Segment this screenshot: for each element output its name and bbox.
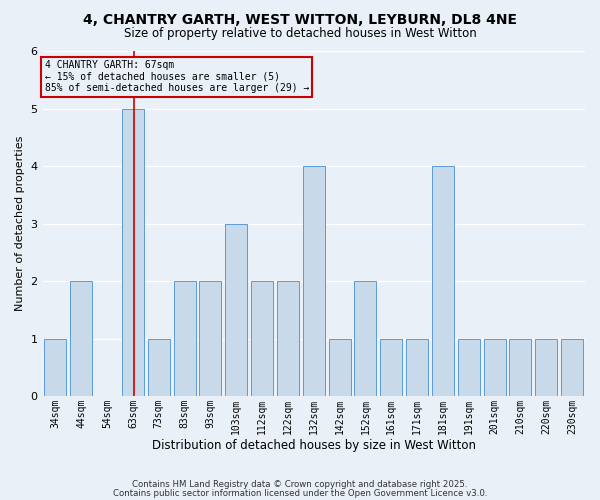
X-axis label: Distribution of detached houses by size in West Witton: Distribution of detached houses by size … — [152, 440, 476, 452]
Bar — [535, 338, 557, 396]
Bar — [303, 166, 325, 396]
Bar — [432, 166, 454, 396]
Bar — [122, 109, 144, 396]
Bar — [355, 281, 376, 396]
Y-axis label: Number of detached properties: Number of detached properties — [15, 136, 25, 312]
Bar — [380, 338, 402, 396]
Text: Size of property relative to detached houses in West Witton: Size of property relative to detached ho… — [124, 28, 476, 40]
Text: Contains HM Land Registry data © Crown copyright and database right 2025.: Contains HM Land Registry data © Crown c… — [132, 480, 468, 489]
Bar — [277, 281, 299, 396]
Bar — [329, 338, 350, 396]
Bar — [148, 338, 170, 396]
Bar — [173, 281, 196, 396]
Bar — [70, 281, 92, 396]
Bar — [406, 338, 428, 396]
Bar — [561, 338, 583, 396]
Bar — [225, 224, 247, 396]
Bar — [458, 338, 480, 396]
Text: Contains public sector information licensed under the Open Government Licence v3: Contains public sector information licen… — [113, 489, 487, 498]
Bar — [44, 338, 67, 396]
Text: 4 CHANTRY GARTH: 67sqm
← 15% of detached houses are smaller (5)
85% of semi-deta: 4 CHANTRY GARTH: 67sqm ← 15% of detached… — [44, 60, 309, 94]
Bar — [484, 338, 506, 396]
Bar — [509, 338, 532, 396]
Text: 4, CHANTRY GARTH, WEST WITTON, LEYBURN, DL8 4NE: 4, CHANTRY GARTH, WEST WITTON, LEYBURN, … — [83, 12, 517, 26]
Bar — [251, 281, 273, 396]
Bar — [199, 281, 221, 396]
